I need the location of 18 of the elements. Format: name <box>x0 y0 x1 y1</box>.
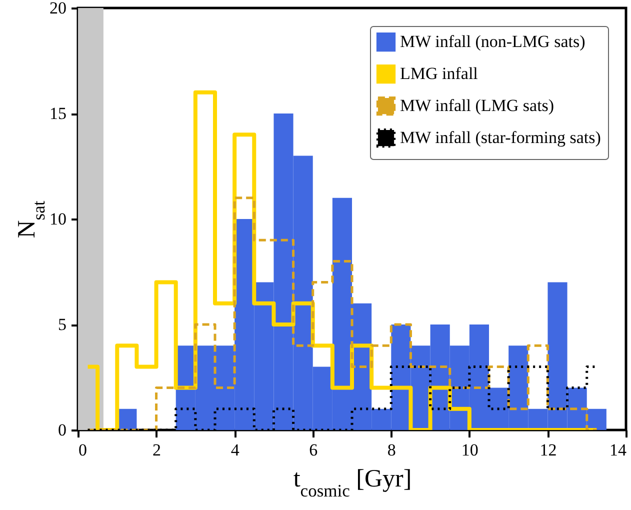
x-tick-label: 6 <box>309 440 318 460</box>
y-tick-label: 15 <box>50 104 66 123</box>
y-tick-label: 20 <box>50 0 66 18</box>
x-tick-label: 12 <box>540 440 557 460</box>
x-tick-label: 14 <box>610 440 627 460</box>
y-tick-label: 10 <box>50 210 66 228</box>
legend-label: MW infall (star-forming sats) <box>400 128 601 147</box>
x-tick-label: 8 <box>387 440 396 460</box>
x-axis-title: t$_{cosmic}$ [Gyr] <box>293 466 412 500</box>
legend-label: LMG infall <box>400 64 478 83</box>
y-tick-label: 5 <box>58 315 66 334</box>
y-tick-label: 0 <box>58 420 66 440</box>
x-tick-label: 2 <box>152 440 162 460</box>
x-tick-label: 4 <box>230 440 240 460</box>
legend-label: MW infall (non-LMG sats) <box>400 32 586 51</box>
legend-label: MW infall (LMG sats) <box>400 96 554 115</box>
x-tick-label: 10 <box>461 440 478 460</box>
x-tick-label: 0 <box>78 440 87 460</box>
